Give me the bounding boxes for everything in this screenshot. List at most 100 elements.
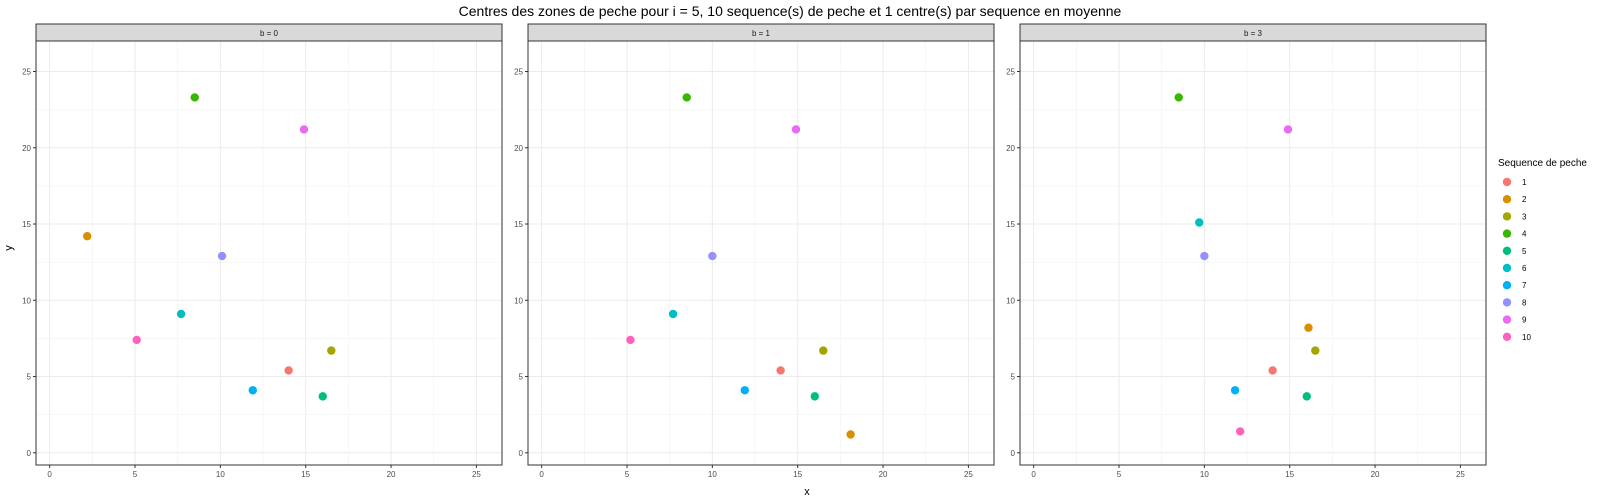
data-point-seq-2 (846, 430, 855, 439)
legend-key-7 (1502, 281, 1512, 290)
facet-strip-label: b = 1 (752, 29, 771, 38)
data-point-seq-2 (1304, 323, 1313, 332)
y-tick-label: 10 (22, 296, 31, 305)
y-tick-label: 0 (27, 449, 32, 458)
x-tick-label: 0 (1031, 470, 1036, 479)
y-tick-label: 25 (1006, 68, 1015, 77)
x-tick-label: 20 (879, 470, 888, 479)
data-point-seq-6 (176, 309, 186, 319)
y-tick-label: 0 (1011, 449, 1016, 458)
data-point-seq-9 (791, 125, 801, 134)
x-tick-label: 5 (625, 470, 630, 479)
data-point-seq-4 (190, 93, 199, 102)
y-tick-label: 0 (519, 449, 524, 458)
data-point-seq-7 (740, 386, 749, 395)
x-tick-label: 25 (472, 470, 481, 479)
y-axis-title: y (3, 245, 15, 251)
legend-key-10 (1502, 332, 1512, 341)
legend: Sequence de peche 1 2 3 4 5 6 7 8 9 10 (1498, 158, 1587, 342)
data-point-seq-4 (682, 93, 691, 102)
legend-label: 7 (1522, 281, 1527, 290)
panel-border (35, 40, 503, 466)
legend-key-9 (1502, 315, 1512, 324)
y-tick-label: 20 (22, 144, 31, 153)
x-tick-label: 25 (964, 470, 973, 479)
facet-panels: b = 0 0 5 10 15 20 25 0 5 10 15 20 25 b = 1 0 5 10 15 20 25… (22, 23, 1487, 479)
x-tick-label: 10 (1200, 470, 1209, 479)
y-tick-label: 20 (514, 144, 523, 153)
x-tick-label: 10 (216, 470, 225, 479)
data-point-seq-2 (83, 232, 92, 241)
panel-background (36, 41, 502, 465)
facet-panel: b = 3 0 5 10 15 20 25 0 5 10 15 20 25 (1006, 23, 1487, 479)
y-tick-label: 10 (1006, 296, 1015, 305)
x-tick-label: 15 (1285, 470, 1294, 479)
y-tick-label: 10 (514, 296, 523, 305)
x-tick-label: 15 (793, 470, 802, 479)
x-tick-label: 10 (708, 470, 717, 479)
panel-border (527, 40, 995, 466)
x-tick-label: 20 (1371, 470, 1380, 479)
data-point-seq-8 (217, 251, 227, 261)
x-tick-label: 5 (1117, 470, 1122, 479)
x-tick-label: 5 (133, 470, 138, 479)
x-tick-label: 0 (539, 470, 544, 479)
legend-label: 3 (1522, 212, 1527, 221)
y-tick-label: 5 (1011, 373, 1016, 382)
legend-key-5 (1502, 246, 1512, 255)
data-point-seq-5 (810, 392, 819, 401)
legend-title: Sequence de peche (1498, 158, 1587, 169)
legend-label: 8 (1522, 298, 1527, 307)
data-point-seq-6 (1195, 218, 1204, 227)
data-point-seq-1 (1268, 366, 1277, 375)
panel-background (1020, 41, 1486, 465)
legend-key-6 (1502, 263, 1512, 273)
x-tick-label: 20 (387, 470, 396, 479)
data-point-seq-5 (1302, 392, 1311, 401)
x-tick-label: 25 (1456, 470, 1465, 479)
data-point-seq-3 (327, 346, 336, 355)
legend-key-8 (1502, 298, 1512, 307)
y-tick-label: 15 (1006, 220, 1015, 229)
legend-label: 10 (1522, 333, 1531, 342)
legend-items: 1 2 3 4 5 6 7 8 9 10 (1502, 177, 1531, 342)
legend-label: 6 (1522, 264, 1527, 273)
y-tick-label: 5 (519, 373, 524, 382)
legend-label: 2 (1522, 195, 1527, 204)
y-tick-label: 25 (22, 68, 31, 77)
facet-strip-label: b = 0 (260, 29, 279, 38)
legend-key-4 (1502, 229, 1512, 238)
facet-panel: b = 1 0 5 10 15 20 25 0 5 10 15 20 25 (514, 23, 995, 479)
legend-key-1 (1502, 177, 1512, 187)
legend-label: 4 (1522, 230, 1527, 239)
chart-title: Centres des zones de peche pour i = 5, 1… (459, 3, 1122, 19)
data-point-seq-1 (776, 366, 785, 375)
data-point-seq-5 (318, 392, 327, 401)
data-point-seq-10 (1235, 427, 1245, 436)
data-point-seq-1 (284, 366, 293, 375)
y-tick-label: 15 (22, 220, 31, 229)
x-tick-label: 15 (301, 470, 310, 479)
data-point-seq-10 (626, 335, 635, 345)
data-point-seq-4 (1174, 93, 1183, 102)
legend-key-2 (1502, 195, 1512, 204)
data-point-seq-9 (1283, 125, 1293, 134)
data-point-seq-9 (299, 125, 309, 134)
data-point-seq-7 (1230, 386, 1240, 395)
legend-label: 9 (1522, 316, 1527, 325)
facet-panel: b = 0 0 5 10 15 20 25 0 5 10 15 20 25 (22, 23, 503, 479)
x-axis-title: x (804, 486, 810, 498)
data-point-seq-8 (1200, 251, 1209, 261)
y-tick-label: 25 (514, 68, 523, 77)
y-tick-label: 20 (1006, 144, 1015, 153)
legend-label: 1 (1522, 178, 1527, 187)
facet-strip-label: b = 3 (1244, 29, 1263, 38)
data-point-seq-3 (1311, 346, 1320, 355)
data-point-seq-7 (248, 386, 257, 395)
data-point-seq-8 (708, 251, 717, 261)
data-point-seq-10 (132, 335, 141, 345)
data-point-seq-3 (819, 346, 828, 355)
x-tick-label: 0 (47, 470, 52, 479)
data-point-seq-6 (668, 309, 678, 319)
